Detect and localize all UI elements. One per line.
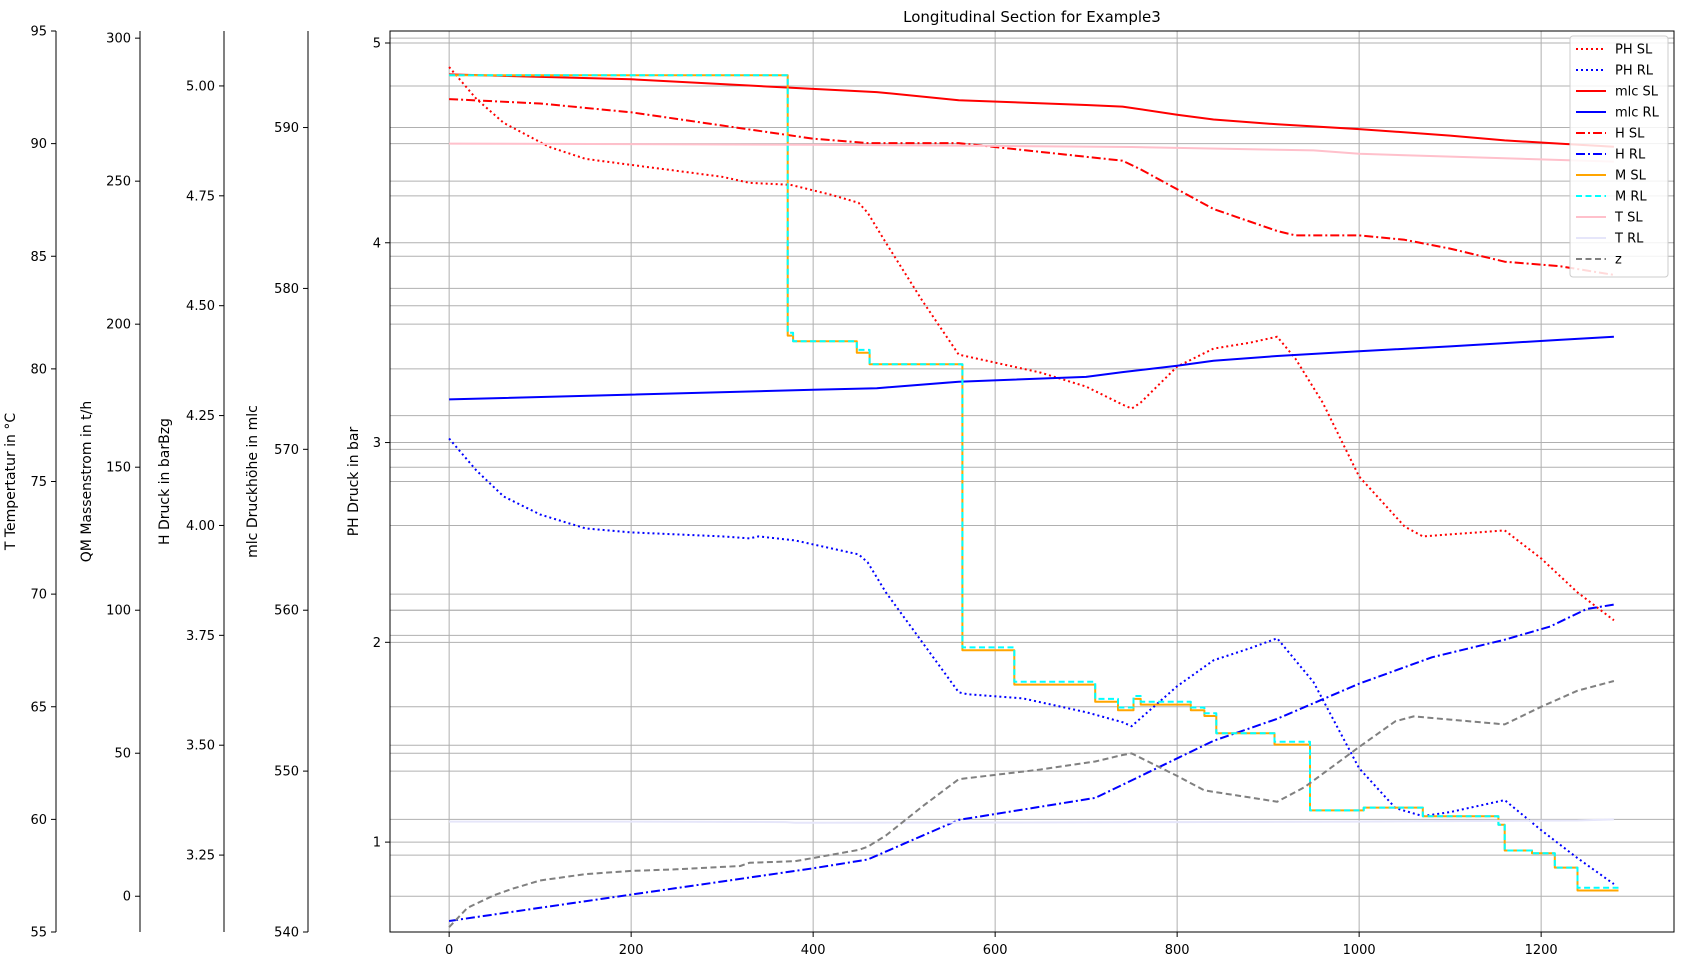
legend-label: M SL xyxy=(1615,169,1647,184)
y-tick-label-t: 85 xyxy=(30,250,47,265)
legend-label: M RL xyxy=(1615,190,1647,205)
series-line-m-rl xyxy=(449,74,1619,889)
y-tick-label-mlc: 540 xyxy=(274,926,299,941)
y-tick-label-mlc: 560 xyxy=(274,604,299,619)
y-tick-label-h: 4.75 xyxy=(186,189,215,204)
series-line-z xyxy=(448,680,1615,928)
y-tick-label-mlc: 550 xyxy=(274,765,299,780)
y-tick-label-h: 4.00 xyxy=(186,519,215,534)
y-tick-label-ph: 5 xyxy=(373,36,381,51)
grid xyxy=(390,30,1674,933)
y-tick-label-t: 75 xyxy=(30,475,47,490)
legend-label: H RL xyxy=(1615,148,1646,163)
y-axis-label-mlc: mlc Druckhöhe in mlc xyxy=(245,405,261,558)
y-tick-label-mlc: 590 xyxy=(274,121,299,136)
series-line-mlc-sl xyxy=(449,73,1614,148)
y-tick-label-mlc: 580 xyxy=(274,282,299,297)
y-tick-label-h: 5.00 xyxy=(186,79,215,94)
legend-label: T SL xyxy=(1614,211,1643,226)
y-tick-label-qm: 200 xyxy=(106,318,131,333)
y-tick-label-t: 80 xyxy=(30,362,47,377)
y-tick-label-qm: 100 xyxy=(106,604,131,619)
legend-label: PH SL xyxy=(1615,43,1653,58)
y-tick-label-mlc: 570 xyxy=(274,443,299,458)
series-line-t-sl xyxy=(449,142,1614,163)
legend-label: H SL xyxy=(1615,127,1645,142)
legend-label: T RL xyxy=(1614,232,1644,247)
y-tick-label-h: 3.25 xyxy=(186,849,215,864)
x-tick-label: 0 xyxy=(445,943,453,958)
y-tick-label-h: 4.25 xyxy=(186,409,215,424)
y-tick-label-t: 55 xyxy=(30,926,47,941)
y-tick-label-h: 3.75 xyxy=(186,629,215,644)
y-tick-label-t: 70 xyxy=(30,588,47,603)
y-tick-label-qm: 50 xyxy=(114,747,131,762)
y-tick-label-t: 60 xyxy=(30,813,47,828)
y-tick-label-qm: 250 xyxy=(106,175,131,190)
y-axis-label-t: T Tempertatur in °C xyxy=(3,413,19,552)
y-tick-label-qm: 0 xyxy=(123,890,131,905)
y-axis-label-qm: QM Massenstrom in t/h xyxy=(79,401,95,562)
plot-frame xyxy=(389,30,1675,933)
y-tick-label-t: 65 xyxy=(30,700,47,715)
x-tick-label: 200 xyxy=(619,943,644,958)
legend-label: mlc RL xyxy=(1615,106,1660,121)
y-tick-label-ph: 2 xyxy=(373,636,381,651)
y-tick-label-qm: 300 xyxy=(106,32,131,47)
y-axis-label-ph: PH Druck in bar xyxy=(346,427,362,537)
y-tick-label-h: 4.50 xyxy=(186,299,215,314)
legend-label: PH RL xyxy=(1615,64,1654,79)
series-line-h-rl xyxy=(448,603,1615,922)
series-line-t-rl xyxy=(449,818,1614,824)
y-tick-label-qm: 150 xyxy=(106,461,131,476)
y-tick-label-ph: 4 xyxy=(373,236,381,251)
legend: PH SL PH RL mlc SL mlc RL H SL H RL M SL M RL T … xyxy=(1569,35,1669,278)
y-axis-label-h: H Druck in barBzg xyxy=(157,418,173,545)
chart-title: Longitudinal Section for Example3 xyxy=(903,8,1161,26)
y-tick-label-ph: 1 xyxy=(373,836,381,851)
x-tick-label: 400 xyxy=(801,943,826,958)
y-tick-label-ph: 3 xyxy=(373,436,381,451)
series-line-ph-rl xyxy=(448,437,1615,885)
series-line-mlc-rl xyxy=(449,335,1614,401)
series-line-ph-sl xyxy=(448,66,1615,622)
y-tick-label-h: 3.50 xyxy=(186,739,215,754)
x-tick-label: 1200 xyxy=(1525,943,1558,958)
x-tick-label: 600 xyxy=(983,943,1008,958)
legend-label: mlc SL xyxy=(1615,85,1659,100)
x-tick-label: 1000 xyxy=(1343,943,1376,958)
series-line-h-sl xyxy=(449,98,1615,276)
legend-label: z xyxy=(1615,253,1622,268)
y-tick-label-t: 95 xyxy=(30,25,47,40)
y-tick-label-t: 90 xyxy=(30,137,47,152)
x-tick-label: 800 xyxy=(1165,943,1190,958)
series-layer xyxy=(448,66,1619,928)
